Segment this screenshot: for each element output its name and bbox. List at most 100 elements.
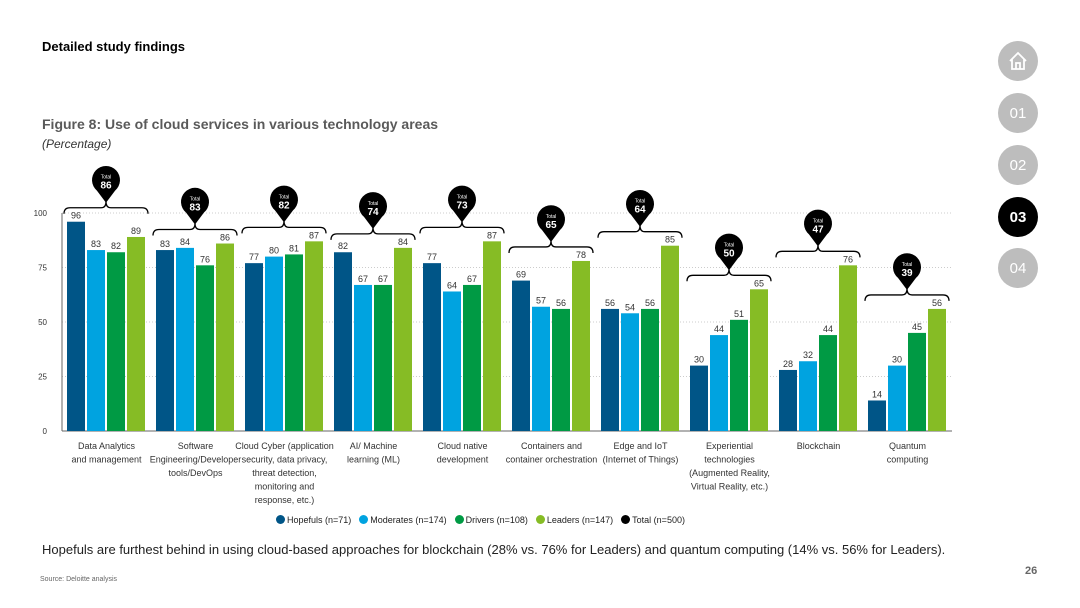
bar xyxy=(839,265,857,431)
data-label: 45 xyxy=(912,322,922,332)
total-label: Total xyxy=(190,197,201,203)
bar xyxy=(512,280,530,431)
total-label: Total xyxy=(279,194,290,200)
data-label: 69 xyxy=(516,270,526,280)
data-label: 64 xyxy=(447,280,457,290)
nav-item-01[interactable]: 01 xyxy=(998,93,1038,133)
total-pin xyxy=(181,187,210,225)
total-pin xyxy=(92,165,120,203)
data-label: 32 xyxy=(803,350,813,360)
total-label: Total xyxy=(457,194,468,200)
total-pin xyxy=(893,253,922,290)
total-value: 50 xyxy=(723,248,735,259)
legend-item: Leaders (n=147) xyxy=(535,515,614,525)
x-category-label: Data Analytics and management xyxy=(71,441,142,465)
total-value: 39 xyxy=(901,268,913,279)
legend-swatch xyxy=(359,515,369,524)
data-label: 77 xyxy=(249,252,259,262)
bar xyxy=(483,241,501,431)
bar xyxy=(354,284,372,431)
section-title: Detailed study findings xyxy=(42,39,186,54)
bar xyxy=(710,335,728,431)
data-label: 67 xyxy=(467,274,477,284)
nav-item-02[interactable]: 02 xyxy=(998,145,1038,185)
x-category-label: Software Engineering/Developer tools/DevOp… xyxy=(150,441,242,478)
y-tick-label: 25 xyxy=(38,373,47,382)
bar xyxy=(285,254,303,431)
data-label: 65 xyxy=(754,278,764,288)
data-label: 56 xyxy=(605,298,615,308)
data-label: 67 xyxy=(358,274,368,284)
legend-label: Hopefuls (n=71) xyxy=(287,515,352,525)
total-value: 65 xyxy=(545,220,557,231)
legend-swatch xyxy=(454,515,464,524)
data-label: 30 xyxy=(892,355,902,365)
bar xyxy=(819,335,837,431)
bar xyxy=(374,284,392,431)
bar xyxy=(423,263,441,431)
data-label: 28 xyxy=(783,359,793,369)
bar xyxy=(176,247,194,431)
data-label: 81 xyxy=(289,243,299,253)
bar xyxy=(690,365,708,431)
data-label: 83 xyxy=(160,239,170,249)
x-category-label: Cloud Cyber (application security, data p… xyxy=(235,441,334,505)
total-value: 86 xyxy=(100,181,112,192)
data-label: 85 xyxy=(665,235,675,245)
data-label: 77 xyxy=(427,252,437,262)
x-category-label: Blockchain xyxy=(797,441,841,451)
legend-label: Leaders (n=147) xyxy=(546,515,614,525)
nav-home-button[interactable] xyxy=(998,41,1038,81)
legend: Hopefuls (n=71) Moderates (n=174) Drivers … xyxy=(276,515,685,525)
data-label: 82 xyxy=(338,241,348,251)
bar xyxy=(463,284,481,431)
total-value: 47 xyxy=(812,224,824,235)
bar xyxy=(750,289,768,431)
legend-label: Total (n=500) xyxy=(632,515,685,525)
data-label: 67 xyxy=(378,274,388,284)
bar xyxy=(661,245,679,431)
nav-item-04[interactable]: 04 xyxy=(998,248,1038,288)
data-label: 44 xyxy=(823,324,833,334)
bar xyxy=(443,291,461,431)
legend-item: Hopefuls (n=71) xyxy=(276,515,351,525)
data-label: 82 xyxy=(111,241,121,251)
legend-item: Drivers (n=108) xyxy=(454,515,528,525)
data-label: 80 xyxy=(269,246,279,256)
bar xyxy=(245,263,263,431)
data-label: 84 xyxy=(180,237,190,247)
total-value: 83 xyxy=(189,203,201,214)
bar xyxy=(127,236,145,431)
bar xyxy=(641,308,659,431)
bar xyxy=(196,265,214,431)
data-label: 76 xyxy=(200,254,210,264)
bar xyxy=(779,369,797,431)
total-value: 82 xyxy=(278,200,290,211)
data-label: 87 xyxy=(309,230,319,240)
data-label: 56 xyxy=(645,298,655,308)
total-pin xyxy=(626,189,654,227)
legend-label: Drivers (n=108) xyxy=(465,515,528,525)
bar xyxy=(928,308,946,431)
bar xyxy=(621,313,639,431)
bar xyxy=(730,319,748,431)
total-label: Total xyxy=(902,262,913,268)
data-label: 54 xyxy=(625,302,635,312)
total-label: Total xyxy=(813,218,824,224)
bar xyxy=(67,221,85,431)
data-label: 89 xyxy=(131,226,141,236)
total-pin xyxy=(359,192,388,229)
y-tick-label: 100 xyxy=(34,209,48,218)
data-label: 86 xyxy=(220,233,230,243)
data-label: 30 xyxy=(694,355,704,365)
legend-swatch xyxy=(276,515,285,524)
legend-item: Moderates (n=174) xyxy=(359,515,447,525)
total-label: Total xyxy=(546,214,557,220)
data-label: 84 xyxy=(398,237,408,247)
bar xyxy=(216,243,234,431)
data-label: 76 xyxy=(843,254,853,264)
total-pin xyxy=(804,209,832,247)
nav-item-03[interactable]: 03 xyxy=(998,197,1038,237)
legend-swatch xyxy=(535,515,545,524)
